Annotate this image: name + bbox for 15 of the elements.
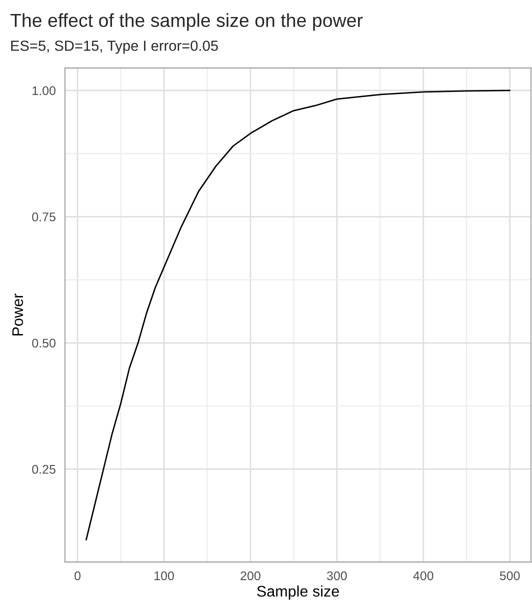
y-axis-title: Power [12,294,24,336]
chart-title: The effect of the sample size on the power [10,13,363,31]
y-tick-label: 1.00 [32,86,56,96]
x-tick-label: 0 [74,571,81,580]
x-axis-title: Sample size [257,585,339,600]
y-tick-label: 0.75 [32,212,56,222]
x-tick-label: 100 [154,571,174,580]
x-tick-label: 400 [413,571,434,580]
x-tick-label: 300 [326,571,347,580]
y-tick-label: 0.25 [32,464,56,474]
line-series [85,90,511,540]
x-tick-label: 200 [240,571,260,580]
x-tick-label: 500 [500,571,520,580]
y-tick-label: 0.50 [32,338,56,348]
chart-subtitle: ES=5, SD=15, Type I error=0.05 [11,40,218,54]
